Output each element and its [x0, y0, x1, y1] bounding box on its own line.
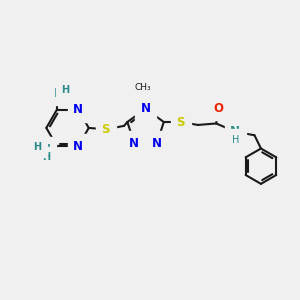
Text: N: N: [54, 87, 64, 100]
Text: N: N: [141, 102, 151, 115]
Text: N: N: [152, 137, 162, 150]
Text: N: N: [129, 137, 139, 150]
Text: H: H: [42, 152, 50, 163]
Text: S: S: [102, 123, 110, 136]
Text: H: H: [61, 85, 69, 95]
Text: S: S: [177, 116, 185, 128]
Text: O: O: [214, 102, 224, 115]
Text: H: H: [34, 142, 42, 152]
Text: N: N: [41, 143, 51, 156]
Text: CH₃: CH₃: [134, 83, 151, 92]
Text: N: N: [73, 140, 83, 153]
Text: H: H: [232, 135, 239, 145]
Text: N: N: [73, 103, 83, 116]
Text: H: H: [48, 86, 56, 96]
Text: N: N: [230, 125, 240, 138]
